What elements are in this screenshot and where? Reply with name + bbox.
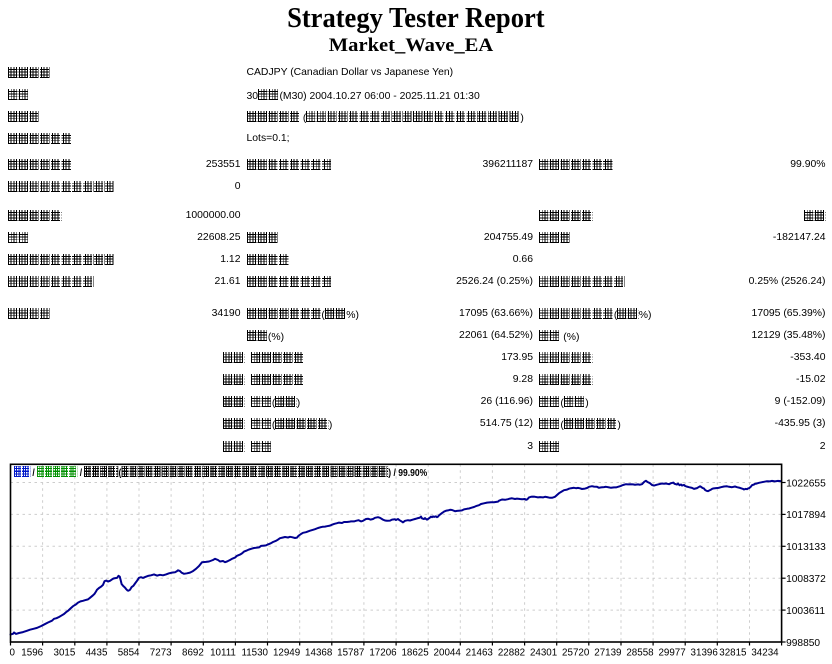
svg-text:22882: 22882 bbox=[498, 648, 525, 659]
svg-text:3015: 3015 bbox=[54, 648, 76, 659]
svg-text:29977: 29977 bbox=[658, 648, 685, 659]
svg-text:1017894: 1017894 bbox=[786, 510, 826, 521]
svg-text:1022655: 1022655 bbox=[786, 478, 826, 489]
svg-text:10111: 10111 bbox=[210, 648, 236, 659]
svg-text:998850: 998850 bbox=[786, 638, 820, 649]
svg-text:20044: 20044 bbox=[434, 648, 462, 659]
svg-text:1003611: 1003611 bbox=[786, 606, 825, 617]
svg-text:21463: 21463 bbox=[466, 648, 494, 659]
svg-text:14368: 14368 bbox=[305, 648, 333, 659]
svg-text:11530: 11530 bbox=[241, 648, 268, 659]
svg-text:25720: 25720 bbox=[562, 648, 590, 659]
svg-text:1596: 1596 bbox=[21, 648, 43, 659]
svg-text:15787: 15787 bbox=[337, 648, 364, 659]
svg-text:28558: 28558 bbox=[626, 648, 654, 659]
svg-text:17206: 17206 bbox=[369, 648, 397, 659]
svg-text:1013133: 1013133 bbox=[786, 542, 826, 553]
svg-text:34234: 34234 bbox=[751, 648, 779, 659]
svg-text:5854: 5854 bbox=[118, 648, 140, 659]
svg-text:27139: 27139 bbox=[594, 648, 621, 659]
svg-text:12949: 12949 bbox=[273, 648, 300, 659]
svg-text:4435: 4435 bbox=[86, 648, 108, 659]
svg-text:0: 0 bbox=[10, 648, 16, 659]
svg-text:8692: 8692 bbox=[182, 648, 204, 659]
svg-text:7273: 7273 bbox=[150, 648, 172, 659]
svg-text:1008372: 1008372 bbox=[786, 574, 826, 585]
svg-text:32815: 32815 bbox=[719, 648, 747, 659]
svg-text:31396: 31396 bbox=[691, 648, 719, 659]
svg-text:24301: 24301 bbox=[530, 648, 557, 659]
svg-text:18625: 18625 bbox=[401, 648, 429, 659]
